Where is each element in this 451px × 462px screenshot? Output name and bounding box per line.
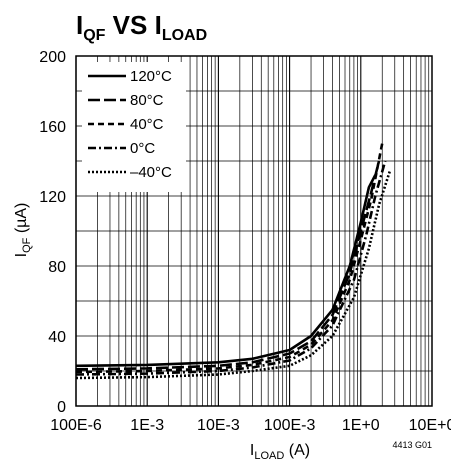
xlabel-tail: (A) xyxy=(284,442,310,459)
series-line-3 xyxy=(75,160,387,376)
x-axis-label: ILOAD (A) xyxy=(250,442,310,462)
series-line-1 xyxy=(75,160,381,371)
series-lines xyxy=(75,143,392,380)
x-tick-label-4: 1E+0 xyxy=(342,417,380,434)
title-main: I xyxy=(76,10,83,40)
figure-code: 4413 G01 xyxy=(392,440,432,450)
y-tick-label-2: 80 xyxy=(48,259,66,276)
legend-background xyxy=(82,62,186,192)
y-tick-label-1: 40 xyxy=(48,329,66,346)
title-mid: VS I xyxy=(105,10,161,40)
legend-label-4: –40°C xyxy=(130,164,172,181)
y-tick-label-5: 200 xyxy=(39,49,66,66)
y-tick-label-0: 0 xyxy=(57,399,66,416)
ylabel-main: I xyxy=(13,253,30,257)
x-tick-label-2: 10E-3 xyxy=(197,417,240,434)
x-tick-label-3: 100E-3 xyxy=(264,417,316,434)
series-line-4 xyxy=(75,169,392,380)
legend-label-3: 0°C xyxy=(130,140,155,157)
legend-label-2: 40°C xyxy=(130,116,164,133)
series-line-2 xyxy=(75,143,384,374)
title-main-sub: QF xyxy=(83,27,105,44)
plot-frame xyxy=(75,55,433,407)
y-tick-label-4: 160 xyxy=(39,119,66,136)
x-tick-label-0: 100E-6 xyxy=(50,417,102,434)
chart-title: IQF VS ILOAD xyxy=(76,10,207,44)
series-line-0 xyxy=(75,174,377,368)
legend-label-1: 80°C xyxy=(130,92,164,109)
title-tail-sub: LOAD xyxy=(162,27,207,44)
ylabel-tail: (µA) xyxy=(13,203,30,238)
y-tick-label-3: 120 xyxy=(39,189,66,206)
ylabel-sub: QF xyxy=(21,237,33,253)
y-tick-labels: 0 40 80 120 160 200 xyxy=(39,49,66,416)
xlabel-sub: LOAD xyxy=(254,450,284,462)
x-tick-label-5: 10E+0 xyxy=(409,417,451,434)
legend-label-0: 120°C xyxy=(130,68,172,85)
x-tick-labels: 100E-6 1E-3 10E-3 100E-3 1E+0 10E+0 xyxy=(50,417,451,434)
legend: 120°C 80°C 40°C 0°C –40°C xyxy=(82,62,186,192)
x-tick-label-1: 1E-3 xyxy=(130,417,164,434)
y-axis-label: IQF (µA) xyxy=(13,203,33,258)
xlabel-main: I xyxy=(250,442,254,459)
